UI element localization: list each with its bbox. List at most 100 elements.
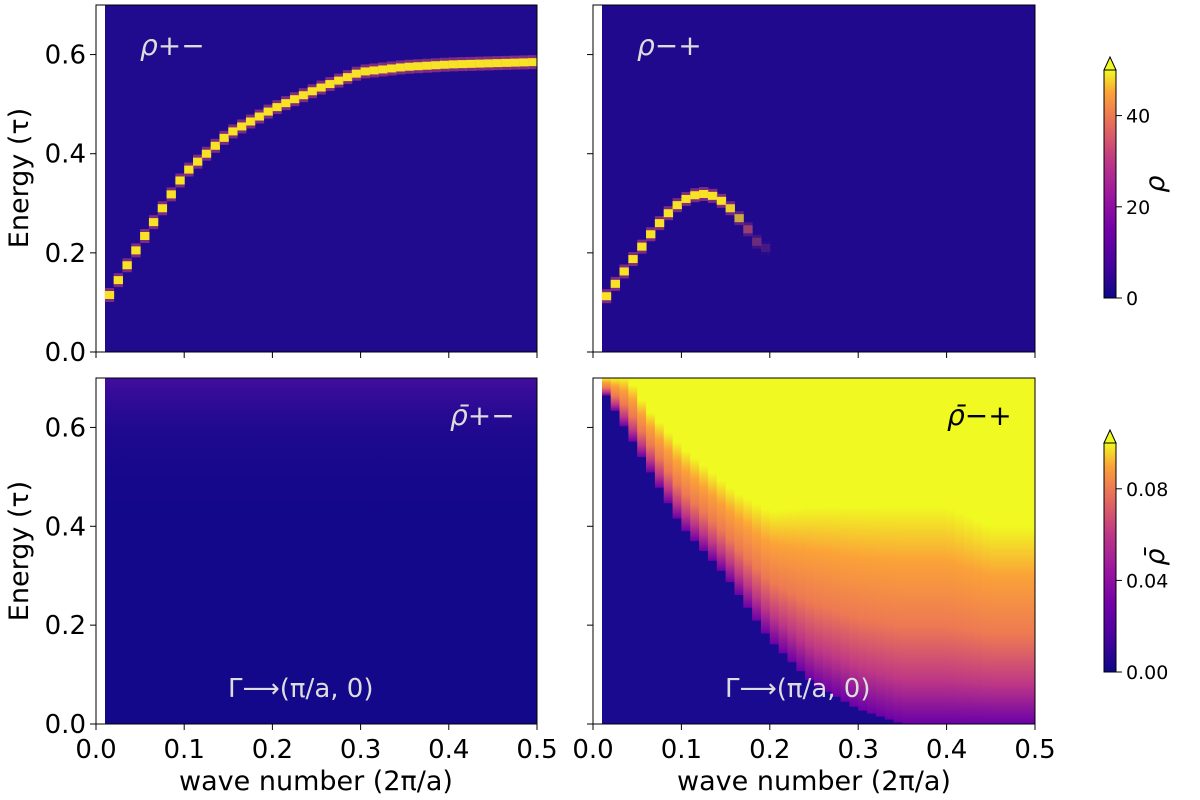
continuum-saturated: [814, 378, 824, 508]
continuum-saturated: [1017, 378, 1027, 527]
continuum-saturated: [787, 378, 797, 510]
continuum-saturated: [999, 378, 1009, 527]
ridge-cell: [342, 73, 353, 82]
ridge-cell: [113, 276, 123, 285]
continuum-band: [849, 506, 859, 707]
continuum-band: [999, 526, 1009, 724]
empty-k0-column: [593, 5, 602, 352]
continuum-band: [920, 506, 930, 724]
colorbar-rhobar-gradient: [1103, 442, 1117, 673]
panel-bottom-right: [593, 378, 1035, 724]
ridge-cell: [254, 112, 265, 121]
ridge-cell: [334, 76, 344, 85]
ridge-cell: [637, 242, 647, 251]
ridge-cell: [760, 243, 771, 252]
ridge-cell: [439, 60, 450, 69]
panel-bottom-left: [96, 378, 537, 724]
ridge-cell: [690, 191, 700, 200]
continuum-band: [1017, 526, 1027, 724]
frame-bottom-right: [592, 377, 1036, 725]
ridge-cell: [325, 80, 335, 89]
continuum-saturated: [902, 378, 912, 508]
x-tick-label: 0.5: [516, 735, 557, 765]
continuum-band: [840, 506, 850, 702]
ridge-halo: [752, 234, 762, 249]
continuum-band: [619, 378, 629, 427]
path-annotation-left: Γ⟶(π/a, 0): [228, 674, 373, 704]
ridge-cell: [166, 190, 176, 199]
ridge-cell: [431, 61, 441, 70]
continuum-band: [646, 412, 656, 473]
continuum-saturated: [672, 378, 682, 443]
colorbar-rhobar-extend-arrow: [1103, 428, 1117, 444]
ridge-cell: [475, 59, 485, 68]
continuum-band: [805, 507, 815, 681]
colorbar-tick-label: 20: [1126, 197, 1150, 219]
colorbar-rhobar-label: ρ̄: [1140, 546, 1171, 565]
continuum-band: [610, 378, 621, 411]
continuum-band: [654, 422, 665, 488]
empty-k0-column: [593, 378, 602, 724]
empty-k0-column: [96, 5, 105, 352]
ridge-cell: [466, 59, 476, 68]
ridge-cell: [219, 133, 229, 142]
continuum-saturated: [831, 378, 842, 508]
continuum-saturated: [743, 378, 753, 500]
ridge-cell: [157, 204, 168, 213]
continuum-saturated: [663, 378, 674, 433]
ridge-cell: [628, 255, 638, 264]
ridge-cell: [681, 194, 691, 203]
ridge-cell: [263, 107, 273, 116]
continuum-band: [858, 506, 868, 711]
ridge-cell: [699, 189, 709, 198]
continuum-band: [973, 520, 983, 724]
continuum-saturated: [707, 378, 718, 474]
ridge-cell: [193, 157, 203, 166]
ridge-cell: [646, 230, 656, 239]
ridge-cell: [519, 58, 529, 67]
y-tick-label: 0.0: [45, 710, 86, 740]
y-axis-title-bottom: Energy (τ): [4, 481, 35, 621]
continuum-band: [911, 506, 921, 724]
colorbar-rho-label: ρ: [1140, 175, 1171, 192]
ridge-cell: [448, 60, 459, 69]
continuum-band: [1008, 526, 1018, 724]
ridge-cell: [307, 87, 317, 96]
ridge-cell: [619, 267, 629, 276]
continuum-saturated: [920, 378, 930, 508]
continuum-band: [831, 506, 842, 697]
continuum-band: [884, 506, 895, 720]
continuum-saturated: [946, 378, 956, 509]
ridge-cell: [369, 66, 379, 75]
ridge-cell: [528, 58, 537, 67]
ridge-cell: [404, 62, 415, 71]
x-tick-label: 0.1: [164, 735, 205, 765]
colorbar-rho: 0 20 40 ρ: [1103, 55, 1171, 310]
continuum-saturated: [973, 378, 983, 521]
colorbar-tick-label: 0.08: [1126, 479, 1168, 501]
panel-top-left: [96, 5, 537, 352]
continuum-band: [946, 508, 956, 724]
panel-label-rho-minus-plus: ρ−+: [637, 29, 702, 62]
axis-ticks: 0.0 0.2 0.4 0.6 0.0 0.1 0.2 0.3 0.4 0.5 0.0 0.2 0.4 0…: [45, 41, 1056, 765]
continuum-saturated: [796, 378, 806, 509]
ridge-cell: [457, 60, 467, 69]
continuum-band: [1026, 526, 1035, 724]
x-tick-label: 0.2: [252, 735, 293, 765]
ridge-cell: [663, 209, 674, 218]
continuum-band: [928, 506, 939, 724]
ridge-cell: [654, 219, 665, 228]
colorbar-tick-label: 0.04: [1126, 570, 1168, 592]
ridge-cell: [316, 83, 326, 92]
x-tick-label: 0.0: [572, 735, 613, 765]
continuum-band: [964, 516, 974, 724]
ridge-cell: [237, 122, 247, 131]
ridge-cell: [492, 59, 503, 68]
continuum-band: [814, 506, 824, 687]
continuum-saturated: [937, 378, 948, 508]
ridge-cell: [501, 58, 512, 67]
ridge-cell: [201, 149, 212, 158]
continuum-saturated: [699, 378, 709, 467]
continuum-band: [628, 385, 638, 442]
ridge-cell: [281, 99, 291, 108]
